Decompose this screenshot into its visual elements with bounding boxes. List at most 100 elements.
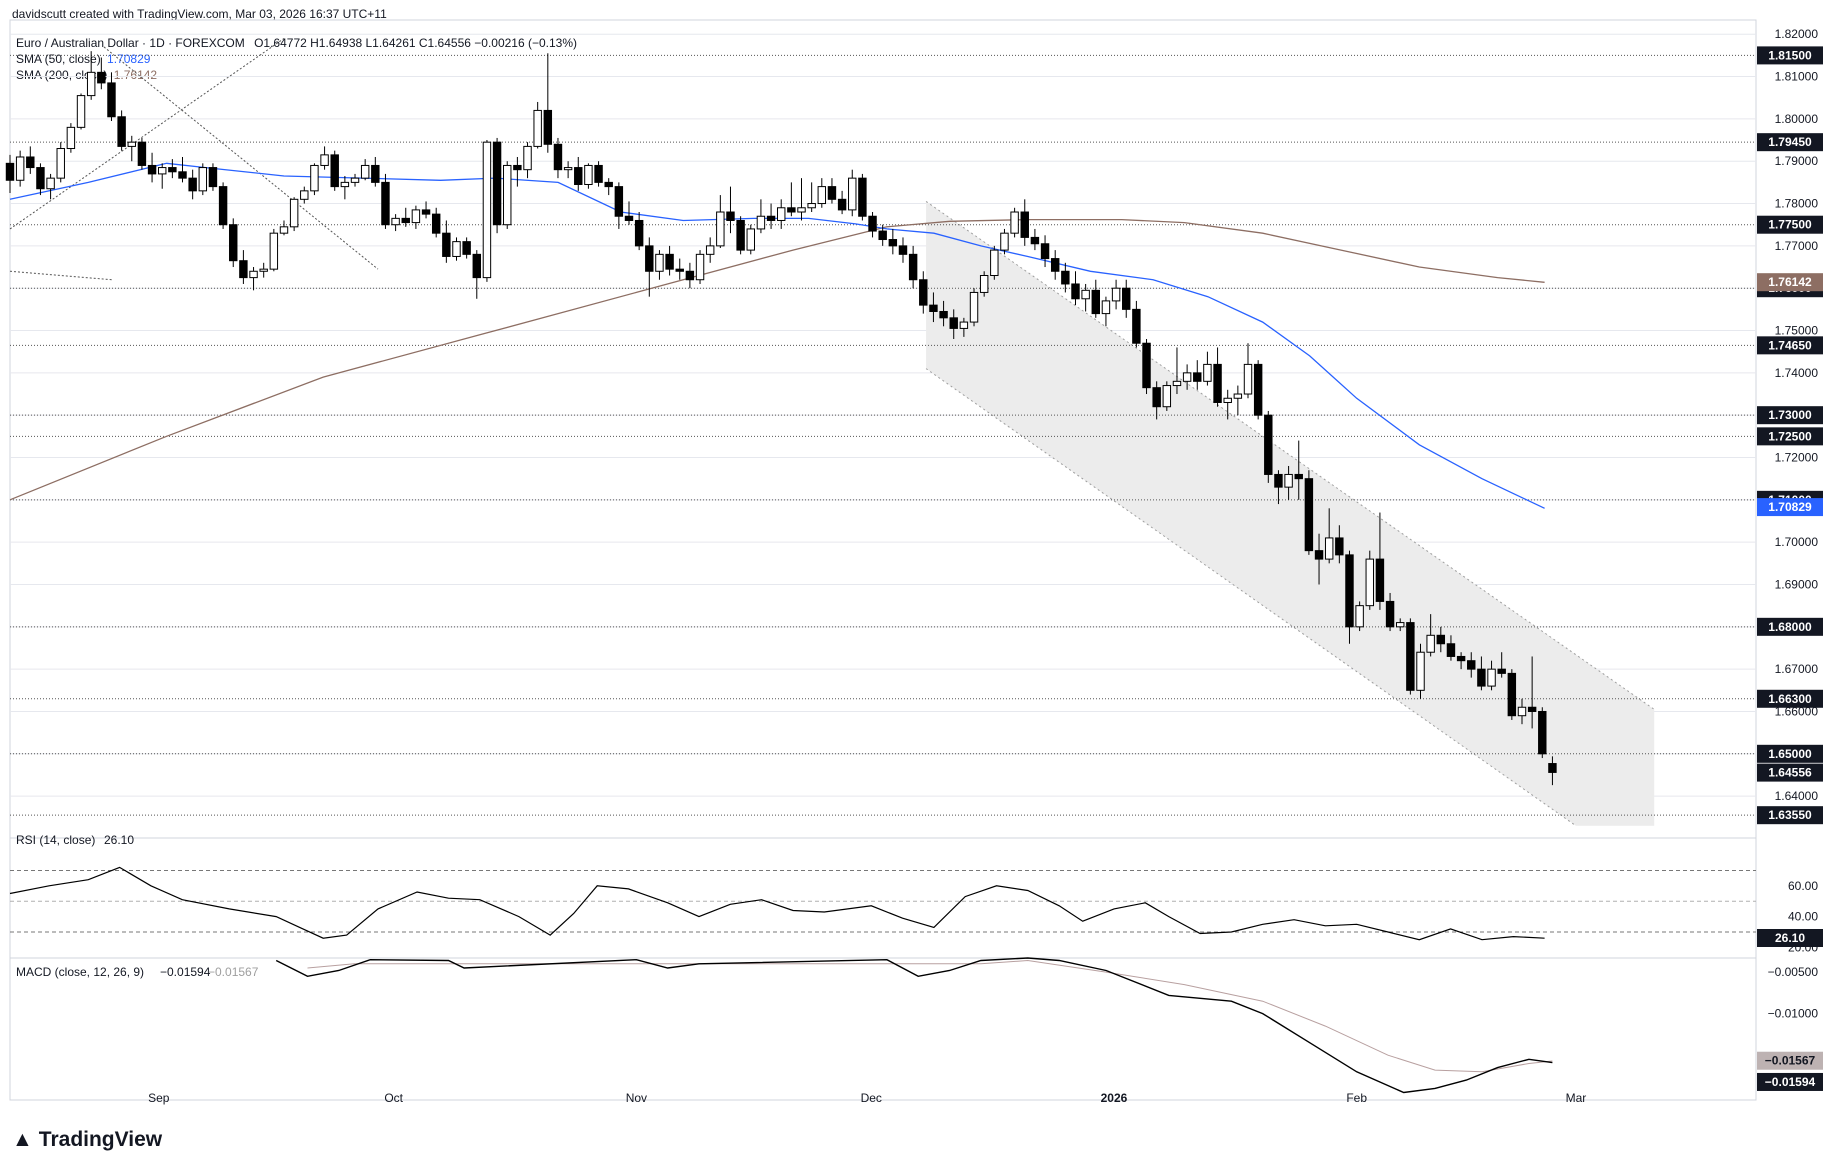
- candle-body: [86, 71, 96, 97]
- candle-body: [1172, 380, 1182, 387]
- candle-body: [157, 167, 167, 175]
- candle-body: [604, 181, 613, 188]
- candle-body: [908, 253, 918, 281]
- candle-body: [127, 141, 136, 147]
- candle-body: [1446, 643, 1456, 657]
- candle-body: [1000, 232, 1009, 251]
- level-tag-label: 1.63550: [1768, 808, 1812, 822]
- moving-averages: [9, 162, 1545, 509]
- candle-body: [888, 239, 898, 247]
- level-tag: [1757, 689, 1823, 708]
- price-tick-label: 1.72000: [1775, 451, 1819, 465]
- level-tag-label: 1.68000: [1768, 620, 1812, 634]
- price-tick-label: 1.78000: [1775, 197, 1819, 211]
- trendline: [103, 46, 379, 270]
- candle-body: [827, 186, 837, 200]
- candle-body: [1467, 660, 1476, 670]
- candle-body: [533, 109, 542, 147]
- macd-signal-tag-label: −0.01567: [1765, 1054, 1816, 1068]
- candle-body: [1314, 550, 1324, 560]
- candle-body: [218, 186, 228, 226]
- candle-body: [1426, 634, 1435, 653]
- candle-body: [685, 270, 695, 281]
- sma50-line: [9, 162, 1545, 509]
- marker-tag-label: 1.70829: [1768, 500, 1812, 514]
- candle-body: [1355, 605, 1364, 628]
- macd-value-tag: [1757, 1072, 1823, 1091]
- time-tick-label: Mar: [1566, 1091, 1587, 1105]
- rsi-pane: RSI (14, close) 26.10: [9, 833, 1756, 941]
- candle-body: [837, 198, 847, 211]
- marker-tag: [1757, 763, 1823, 782]
- symbol-name[interactable]: Euro / Australian Dollar · 1D · FOREXCOM: [16, 36, 245, 50]
- candle-body: [97, 71, 106, 84]
- macd-label: MACD (close, 12, 26, 9): [16, 965, 144, 979]
- candle-body: [117, 116, 126, 147]
- candle-body: [1061, 270, 1070, 285]
- candle-body: [1030, 236, 1040, 245]
- horizontal-levels: [10, 54, 1756, 816]
- candle-body: [168, 167, 177, 173]
- level-tag: [1757, 427, 1823, 446]
- time-tick-label: Sep: [148, 1091, 170, 1105]
- candle-body: [330, 154, 339, 188]
- candle-body: [279, 226, 289, 234]
- candle-body: [1223, 397, 1232, 403]
- time-axis: Sep Oct Nov Dec 2026 Feb Mar: [148, 1091, 1586, 1105]
- macd-signal-value: −0.01567: [208, 965, 259, 979]
- brand-label: TradingView: [38, 1128, 163, 1151]
- price-tick-label: 1.67000: [1775, 662, 1819, 676]
- candle-body: [36, 167, 45, 190]
- candle-body: [1385, 600, 1395, 628]
- candle-body: [1203, 363, 1212, 382]
- candle-body: [624, 215, 634, 221]
- candle-body: [1253, 363, 1263, 416]
- price-tick-label: 1.79000: [1775, 154, 1819, 168]
- symbol-line: Euro / Australian Dollar · 1D · FOREXCOM…: [16, 36, 577, 50]
- candle-body: [929, 304, 938, 312]
- candle-body: [878, 230, 887, 241]
- candle-body: [300, 190, 309, 200]
- ohlc-values: O1.64772 H1.64938 L1.64261 C1.64556 −0.0…: [254, 36, 578, 50]
- candle-body: [1071, 283, 1080, 300]
- candle-body: [746, 228, 755, 251]
- marker-tag-label: 1.76142: [1768, 275, 1812, 289]
- candle-body: [1274, 473, 1283, 488]
- tv-logo-icon: ▲: [12, 1128, 33, 1151]
- candle-body: [472, 253, 482, 279]
- candle-body: [421, 209, 431, 215]
- level-tag: [1757, 133, 1823, 152]
- candle-body: [1487, 668, 1496, 687]
- price-tick-label: 1.66000: [1775, 704, 1819, 718]
- candle-body: [797, 207, 806, 213]
- tradingview-logo[interactable]: ▲ TradingView: [12, 1128, 162, 1152]
- chart-canvas[interactable]: RSI (14, close) 26.10 MACD (close, 12, 26…: [0, 0, 1835, 1120]
- candle-body: [1213, 363, 1222, 403]
- price-tick-label: 1.80000: [1775, 112, 1819, 126]
- candle-body: [1111, 287, 1121, 302]
- level-tag: [1757, 336, 1823, 355]
- candle-body: [776, 207, 786, 221]
- candle-body: [1507, 672, 1517, 717]
- level-tag: [1757, 617, 1823, 636]
- candle-body: [817, 186, 827, 205]
- candle-body: [56, 148, 65, 179]
- candle-body: [1456, 655, 1466, 662]
- candle-body: [1122, 287, 1131, 310]
- level-tag-label: 1.72500: [1768, 429, 1812, 443]
- rsi-value: 26.10: [104, 833, 134, 847]
- candle-body: [1436, 634, 1446, 645]
- candle-body: [726, 211, 735, 221]
- candle-body: [1020, 211, 1029, 238]
- sma200-legend[interactable]: SMA (200, close) 1.76142: [16, 68, 157, 82]
- candle-body: [705, 245, 715, 255]
- candle-body: [188, 177, 197, 192]
- candle-body: [401, 217, 410, 224]
- candle-body: [269, 232, 279, 270]
- candle-body: [990, 249, 999, 277]
- candle-body: [1375, 558, 1385, 602]
- chart-frame: [9, 19, 1757, 1101]
- candle-body: [249, 270, 258, 279]
- level-tag: [1757, 744, 1823, 763]
- created-by-line: davidscutt created with TradingView.com,…: [12, 7, 387, 21]
